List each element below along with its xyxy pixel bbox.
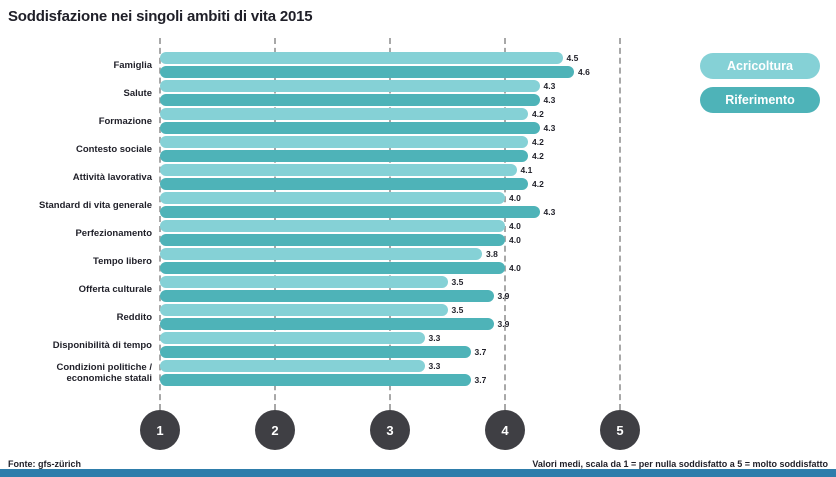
bar-riferimento [160,178,528,190]
x-axis-tick-4: 4 [485,410,525,450]
bar-riferimento [160,318,494,330]
x-axis-tick-2: 2 [255,410,295,450]
bar-acricoltura [160,108,528,120]
category-label: Disponibilità di tempo [52,340,152,351]
bar-value-label: 4.3 [543,95,556,105]
bar-value-label: 3.3 [428,361,441,371]
bar-value-label: 4.0 [509,235,521,245]
bar-acricoltura [160,304,448,316]
bar-value-label: 4.3 [543,207,556,217]
legend: Acricoltura Riferimento [700,53,820,113]
bar-acricoltura [160,192,505,204]
bar-value-label: 4.0 [509,263,521,273]
bar-value-label: 4.2 [532,137,544,147]
bar-value-label: 3.9 [497,319,510,329]
bar-riferimento [160,234,505,246]
bar-acricoltura [160,360,425,372]
category-label: Attività lavorativa [72,172,152,183]
legend-item-riferimento: Riferimento [700,87,820,113]
bar-value-label: 3.7 [474,347,487,357]
category-label: Standard di vita generale [39,200,152,211]
category-label: Famiglia [113,60,152,71]
bar-value-label: 3.9 [497,291,510,301]
bar-value-label: 4.2 [532,151,544,161]
bar-riferimento [160,290,494,302]
category-label: Contesto sociale [75,144,152,155]
gridline-4 [504,38,506,410]
legend-item-acricoltura: Acricoltura [700,53,820,79]
bar-acricoltura [160,332,425,344]
x-axis-tick-3: 3 [370,410,410,450]
bar-value-label: 4.0 [509,221,521,231]
bar-riferimento [160,122,540,134]
bar-acricoltura [160,276,448,288]
bar-acricoltura [160,80,540,92]
bar-acricoltura [160,136,528,148]
category-label: Offerta culturale [78,284,152,295]
category-label: Salute [123,88,152,99]
bar-value-label: 4.5 [566,53,579,63]
bottom-accent-strip [0,469,836,477]
bar-value-label: 4.3 [543,81,556,91]
bar-value-label: 3.8 [486,249,498,259]
bar-value-label: 3.3 [428,333,441,343]
x-axis-tick-1: 1 [140,410,180,450]
bar-value-label: 3.7 [474,375,487,385]
gridline-5 [619,38,621,410]
source-note: Fonte: gfs-zürich [8,459,81,469]
bar-acricoltura [160,52,563,64]
bar-riferimento [160,66,574,78]
scale-note: Valori medi, scala da 1 = per nulla sodd… [532,459,828,469]
category-label: Condizioni politiche / economiche statal… [56,362,152,384]
bar-value-label: 4.2 [532,109,544,119]
bar-acricoltura [160,164,517,176]
x-axis-tick-5: 5 [600,410,640,450]
bar-riferimento [160,206,540,218]
bar-riferimento [160,346,471,358]
bar-riferimento [160,262,505,274]
category-label: Perfezionamento [75,228,152,239]
category-label: Tempo libero [93,256,152,267]
bar-value-label: 3.5 [451,305,464,315]
bar-acricoltura [160,220,505,232]
bar-riferimento [160,150,528,162]
category-label: Formazione [98,116,152,127]
bar-value-label: 4.0 [509,193,521,203]
bar-acricoltura [160,248,482,260]
bar-riferimento [160,94,540,106]
category-label: Reddito [116,312,152,323]
bar-riferimento [160,374,471,386]
bar-value-label: 4.6 [578,67,590,77]
bar-value-label: 4.3 [543,123,556,133]
bar-value-label: 4.1 [520,165,533,175]
page-title: Soddisfazione nei singoli ambiti di vita… [8,8,313,25]
bar-value-label: 3.5 [451,277,464,287]
bar-value-label: 4.2 [532,179,544,189]
